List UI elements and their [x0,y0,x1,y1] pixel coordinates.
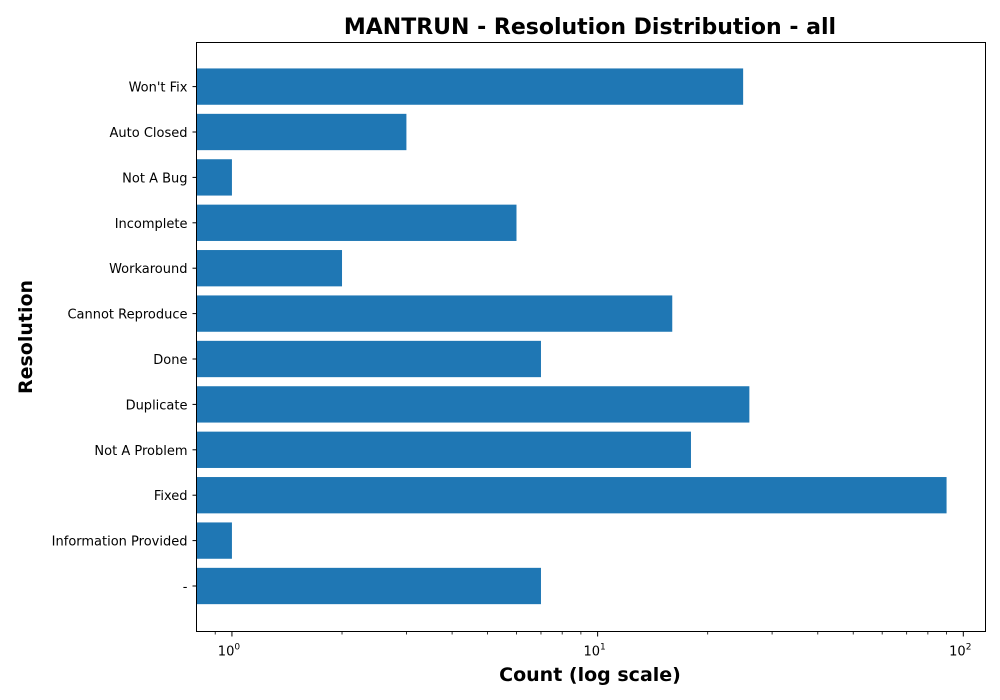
y-axis-ticks: - Information Provided Fixed Not A Problem D… [52,81,197,595]
y-tick-label: Not A Bug [122,171,187,186]
bar [196,250,343,287]
y-tick-label: Information Provided [52,535,188,550]
y-tick-label: Duplicate [126,398,188,413]
x-axis-ticks: 100 101 102 [214,631,971,660]
bar [196,477,947,514]
bar [196,567,541,605]
y-tick-label: - [183,580,188,595]
bar [196,295,673,332]
bar [196,522,232,559]
bar [196,204,517,241]
y-tick-label: Not A Problem [94,444,187,459]
y-tick-label: Fixed [154,489,188,504]
x-tick-label: 101 [583,643,605,660]
x-tick-label: 102 [949,643,971,660]
y-tick-label: Workaround [109,262,187,277]
bar [196,431,691,468]
y-tick-label: Incomplete [115,217,188,232]
y-tick-label: Won't Fix [129,81,188,96]
plot-frame [196,42,986,632]
bar [196,340,541,378]
bar [196,386,750,423]
bar [196,68,744,105]
x-tick-label: 100 [218,643,241,660]
y-tick-label: Cannot Reproduce [67,308,187,323]
x-axis-label: Count (log scale) [499,664,681,686]
chart-title: MANTRUN - Resolution Distribution - all [344,15,836,40]
y-tick-label: Auto Closed [110,126,188,141]
y-axis-label: Resolution [15,280,37,394]
bar [196,113,407,151]
y-tick-label: Done [153,353,187,368]
bar [196,159,232,196]
bars-group [196,68,947,605]
